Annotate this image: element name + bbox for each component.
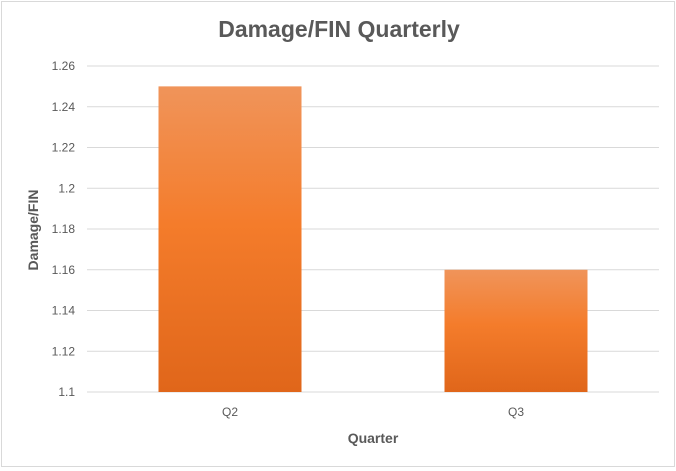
y-tick-label: 1.1 [58,385,75,399]
y-tick-label: 1.22 [52,141,76,155]
x-tick-label: Q3 [508,405,524,419]
bars [158,86,588,392]
y-axis-title: Damage/FIN [25,190,41,271]
y-tick-label: 1.18 [52,222,76,236]
y-tick-label: 1.12 [52,344,76,358]
x-axis-ticks: Q2 Q3 [222,405,524,419]
x-axis-title: Quarter [348,430,399,446]
y-tick-label: 1.24 [52,100,76,114]
bar-q3 [444,269,588,392]
bar-q2 [158,86,302,392]
y-tick-label: 1.26 [52,59,76,73]
x-tick-label: Q2 [222,405,238,419]
y-tick-label: 1.14 [52,304,76,318]
y-axis-ticks: 1.1 1.12 1.14 1.16 1.18 1.2 1.22 1.24 1.26 [52,59,76,399]
y-tick-label: 1.16 [52,263,76,277]
y-tick-label: 1.2 [58,181,75,195]
chart-title: Damage/FIN Quarterly [218,16,460,42]
